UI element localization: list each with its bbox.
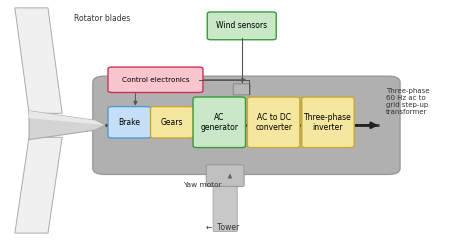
FancyBboxPatch shape — [213, 184, 237, 231]
Text: Control electronics: Control electronics — [122, 77, 189, 83]
Text: Gears: Gears — [161, 118, 183, 127]
Text: Brake: Brake — [118, 118, 140, 127]
FancyBboxPatch shape — [207, 12, 276, 40]
Text: Yaw motor: Yaw motor — [182, 182, 221, 187]
FancyBboxPatch shape — [233, 84, 250, 95]
Text: Three-phase
60 Hz ac to
grid step-up
transformer: Three-phase 60 Hz ac to grid step-up tra… — [386, 88, 429, 115]
Text: AC
generator: AC generator — [201, 113, 238, 132]
Polygon shape — [15, 8, 62, 113]
Text: ←  Tower: ← Tower — [206, 223, 239, 232]
Polygon shape — [15, 137, 62, 233]
Text: AC to DC
converter: AC to DC converter — [255, 113, 292, 132]
FancyBboxPatch shape — [247, 97, 300, 147]
Text: Wind sensors: Wind sensors — [216, 21, 267, 30]
FancyBboxPatch shape — [151, 107, 193, 138]
FancyBboxPatch shape — [93, 76, 400, 174]
FancyBboxPatch shape — [302, 97, 354, 147]
Polygon shape — [29, 111, 105, 140]
Text: Three-phase
inverter: Three-phase inverter — [304, 113, 352, 132]
Text: Rotator blades: Rotator blades — [74, 14, 130, 23]
FancyBboxPatch shape — [108, 67, 203, 93]
Polygon shape — [29, 111, 105, 125]
FancyBboxPatch shape — [193, 97, 246, 147]
Polygon shape — [62, 120, 86, 130]
FancyBboxPatch shape — [206, 165, 244, 186]
FancyBboxPatch shape — [108, 107, 151, 138]
